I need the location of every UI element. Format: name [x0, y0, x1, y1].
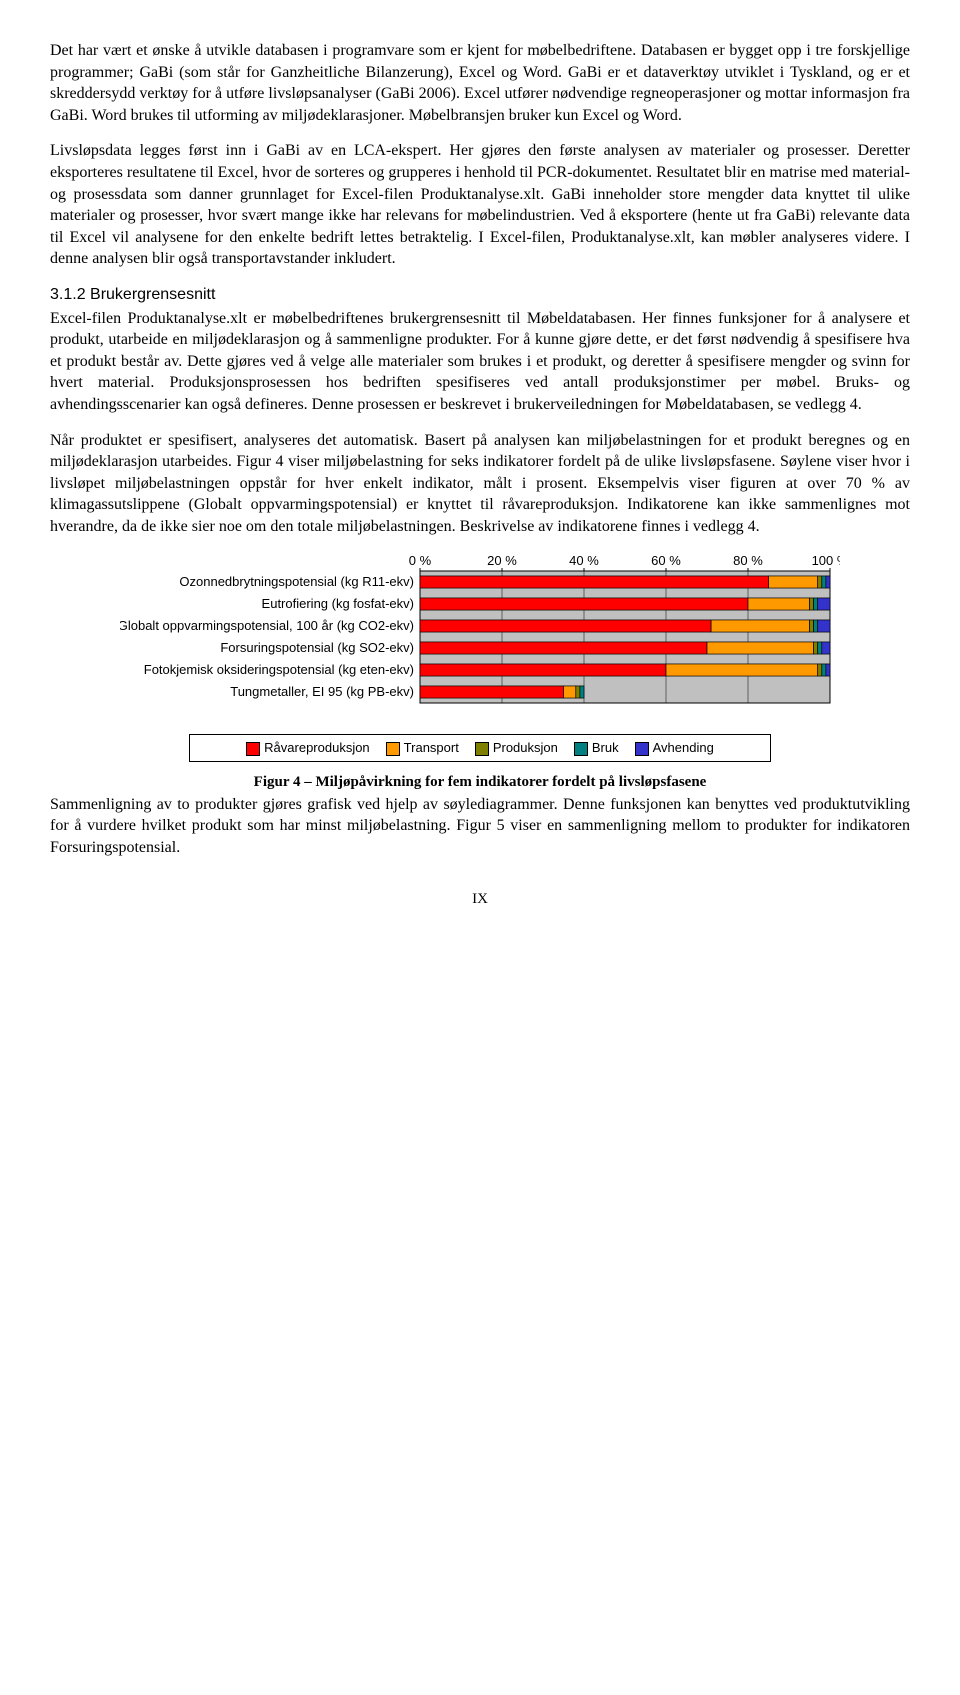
paragraph-3: Excel-filen Produktanalyse.xlt er møbelb… — [50, 308, 910, 416]
legend-item: Transport — [386, 739, 459, 757]
svg-text:0 %: 0 % — [409, 553, 432, 568]
legend-item: Produksjon — [475, 739, 558, 757]
legend-swatch — [475, 742, 489, 756]
svg-text:20 %: 20 % — [487, 553, 517, 568]
paragraph-5: Sammenligning av to produkter gjøres gra… — [50, 794, 910, 859]
svg-text:Globalt oppvarmingspotensial,: Globalt oppvarmingspotensial, 100 år (kg… — [120, 618, 414, 633]
legend-swatch — [246, 742, 260, 756]
svg-text:Eutrofiering (kg fosfat-ekv): Eutrofiering (kg fosfat-ekv) — [262, 596, 414, 611]
legend-swatch — [386, 742, 400, 756]
svg-text:80 %: 80 % — [733, 553, 763, 568]
section-heading: 3.1.2 Brukergrensesnitt — [50, 284, 910, 306]
svg-text:100 %: 100 % — [812, 553, 840, 568]
legend-swatch — [635, 742, 649, 756]
paragraph-4: Når produktet er spesifisert, analyseres… — [50, 430, 910, 538]
chart-legend: Råvareproduksjon Transport Produksjon Bruk A… — [189, 734, 771, 762]
svg-text:40 %: 40 % — [569, 553, 599, 568]
svg-text:Forsuringspotensial (kg SO2-ek: Forsuringspotensial (kg SO2-ekv) — [220, 640, 414, 655]
svg-text:60 %: 60 % — [651, 553, 681, 568]
paragraph-1: Det har vært et ønske å utvikle database… — [50, 40, 910, 126]
legend-swatch — [574, 742, 588, 756]
svg-text:Ozonnedbrytningspotensial (kg: Ozonnedbrytningspotensial (kg R11-ekv) — [179, 574, 414, 589]
stacked-bar-chart: 0 % 20 % 40 % 60 % 80 % 100 % Ozonnedbrytnings… — [120, 551, 840, 728]
legend-item: Avhending — [635, 739, 714, 757]
paragraph-2: Livsløpsdata legges først inn i GaBi av … — [50, 140, 910, 270]
legend-item: Bruk — [574, 739, 619, 757]
page-number: IX — [50, 889, 910, 909]
figure-caption: Figur 4 – Miljøpåvirkning for fem indika… — [50, 772, 910, 792]
svg-text:Fotokjemisk oksideringspotensi: Fotokjemisk oksideringspotensial (kg ete… — [144, 662, 414, 677]
svg-text:Tungmetaller, EI 95 (kg PB-ekv: Tungmetaller, EI 95 (kg PB-ekv) — [230, 684, 414, 699]
legend-item: Råvareproduksjon — [246, 739, 370, 757]
